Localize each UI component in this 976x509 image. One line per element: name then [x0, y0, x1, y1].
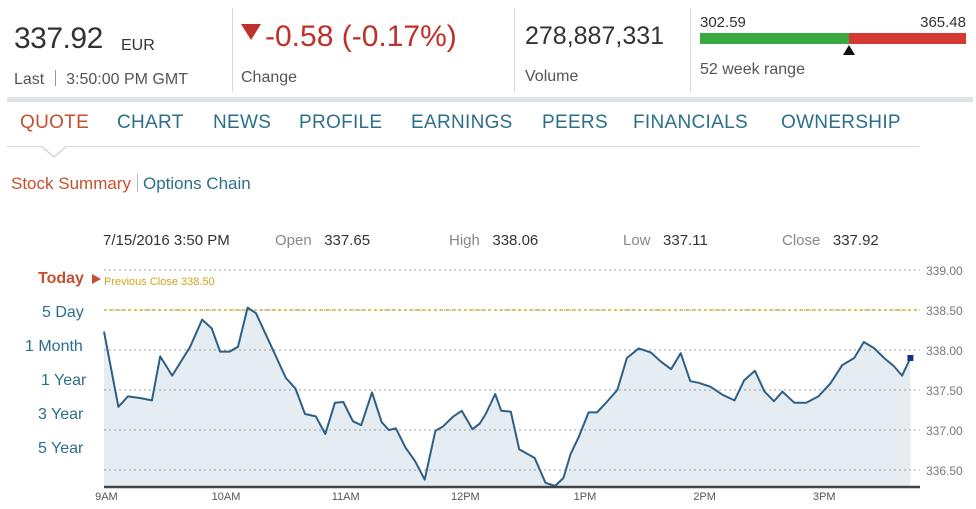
sub-tabs: Stock Summary Options Chain: [11, 174, 251, 194]
currency: EUR: [121, 37, 155, 54]
range-label: 52 week range: [700, 61, 805, 78]
tab-chart[interactable]: CHART: [117, 112, 184, 133]
price-change-value: -0.58 (-0.17%): [265, 20, 457, 53]
tab-news[interactable]: NEWS: [213, 112, 272, 133]
price-line: [103, 306, 912, 487]
x-tick-label: 11AM: [332, 491, 360, 503]
range-high: 365.48: [920, 14, 966, 31]
tab-financials[interactable]: FINANCIALS: [633, 112, 748, 133]
ohlc-datetime: 7/15/2016 3:50 PM: [103, 232, 230, 249]
open-label: Open: [275, 232, 312, 249]
open-value: 337.65: [324, 232, 371, 249]
price-area: [104, 307, 911, 486]
header-divider: [7, 97, 973, 102]
ohlc-close: Close 337.92: [782, 232, 879, 249]
y-tick-label: 339.00: [926, 264, 963, 278]
y-tick-label: 336.50: [926, 464, 963, 478]
tab-earnings[interactable]: EARNINGS: [411, 112, 513, 133]
close-value: 337.92: [832, 232, 879, 249]
low-value: 337.11: [663, 232, 708, 249]
last-label: Last: [14, 71, 45, 88]
volume-label: Volume: [525, 68, 579, 85]
range-today-button[interactable]: Today: [38, 270, 84, 287]
last-separator: [54, 70, 56, 86]
subtab-separator: [136, 174, 138, 192]
ohlc-high: High 338.06: [449, 232, 538, 249]
low-label: Low: [623, 232, 651, 249]
range-bar-fill: [700, 33, 849, 44]
subtab-options-chain[interactable]: Options Chain: [142, 174, 251, 193]
range-1month-button[interactable]: 1 Month: [25, 338, 83, 355]
tab-quote[interactable]: QUOTE: [20, 112, 90, 133]
range-marker-icon: [842, 45, 855, 55]
y-tick-label: 337.00: [926, 424, 963, 438]
last-price-block: 337.92 EUR Last 3:50:00 PM GMT: [14, 8, 230, 92]
last-point-marker: [907, 355, 914, 361]
tab-profile[interactable]: PROFILE: [299, 112, 383, 133]
previous-close-arrow-icon: [92, 274, 101, 284]
price-change: -0.58 (-0.17%): [241, 20, 457, 54]
change-block: -0.58 (-0.17%) Change: [232, 8, 514, 92]
x-tick-label: 9AM: [95, 491, 118, 503]
x-tick-label: 2PM: [693, 491, 716, 503]
volume-block: 278,887,331 Volume: [514, 8, 690, 92]
range-1year-button[interactable]: 1 Year: [41, 372, 87, 389]
y-tick-label: 338.50: [926, 304, 963, 318]
x-tick-label: 12PM: [451, 491, 480, 503]
last-time-line: Last 3:50:00 PM GMT: [14, 70, 188, 89]
x-tick-label: 3PM: [813, 491, 836, 503]
last-price: 337.92: [14, 22, 103, 55]
range-5day-button[interactable]: 5 Day: [42, 304, 84, 321]
range-5year-button[interactable]: 5 Year: [38, 440, 84, 457]
last-time: 3:50:00 PM GMT: [66, 71, 188, 88]
week-range-block: 302.59 365.48 52 week range: [690, 8, 976, 92]
quote-tabs: QUOTE CHART NEWS PROFILE EARNINGS PEERS …: [0, 112, 976, 142]
range-3year-button[interactable]: 3 Year: [38, 406, 84, 423]
tab-ownership[interactable]: OWNERSHIP: [781, 112, 901, 133]
high-value: 338.06: [492, 232, 539, 249]
tab-peers[interactable]: PEERS: [542, 112, 608, 133]
active-tab-pointer-icon: [40, 145, 68, 158]
tabs-underline: [7, 146, 919, 147]
down-arrow-icon: [241, 24, 261, 40]
range-bar: [700, 33, 966, 44]
volume-value: 278,887,331: [525, 22, 665, 50]
previous-close-label: Previous Close 338.50: [104, 276, 215, 288]
y-tick-label: 338.00: [926, 344, 963, 358]
ohlc-open: Open 337.65: [275, 232, 370, 249]
range-low: 302.59: [700, 14, 746, 31]
x-tick-label: 1PM: [574, 491, 597, 503]
y-tick-label: 337.50: [926, 384, 963, 398]
ohlc-low: Low 337.11: [623, 232, 708, 249]
high-label: High: [449, 232, 480, 249]
change-label: Change: [241, 69, 298, 86]
subtab-stock-summary[interactable]: Stock Summary: [11, 174, 131, 193]
quote-header: 337.92 EUR Last 3:50:00 PM GMT -0.58 (-0…: [0, 0, 976, 100]
close-label: Close: [782, 232, 821, 249]
x-tick-label: 10AM: [212, 491, 241, 503]
